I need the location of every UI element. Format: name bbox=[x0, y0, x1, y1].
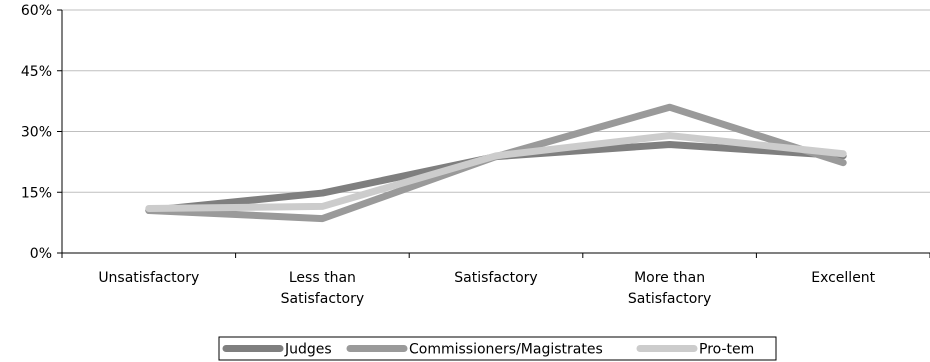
x-axis-labels: Unsatisfactory Less than Satisfactory Satis… bbox=[98, 270, 875, 307]
legend-label: Commissioners/Magistrates bbox=[409, 342, 603, 358]
x-tick-label: Satisfactory bbox=[454, 270, 537, 286]
legend-label: Pro-tem bbox=[699, 342, 754, 358]
series-lines bbox=[145, 103, 847, 223]
legend-label: Judges bbox=[284, 342, 332, 358]
x-tick-label: Unsatisfactory bbox=[98, 270, 199, 286]
y-tick-label: 45% bbox=[21, 64, 52, 80]
y-tick-label: 60% bbox=[21, 3, 52, 19]
axes bbox=[57, 9, 930, 258]
y-tick-label: 15% bbox=[21, 185, 52, 201]
legend: Judges Commissioners/Magistrates Pro-tem bbox=[218, 336, 777, 361]
x-tick-label: More than Satisfactory bbox=[628, 270, 711, 307]
gridlines bbox=[62, 9, 930, 193]
x-tick-label: Excellent bbox=[811, 270, 875, 286]
y-tick-label: 30% bbox=[21, 125, 52, 141]
x-tick-label: Less than Satisfactory bbox=[281, 270, 364, 307]
y-tick-label: 0% bbox=[30, 246, 52, 262]
series-line bbox=[145, 132, 847, 212]
y-axis-labels: 0% 15% 30% 45% 60% bbox=[21, 3, 52, 262]
legend-box bbox=[218, 336, 777, 361]
